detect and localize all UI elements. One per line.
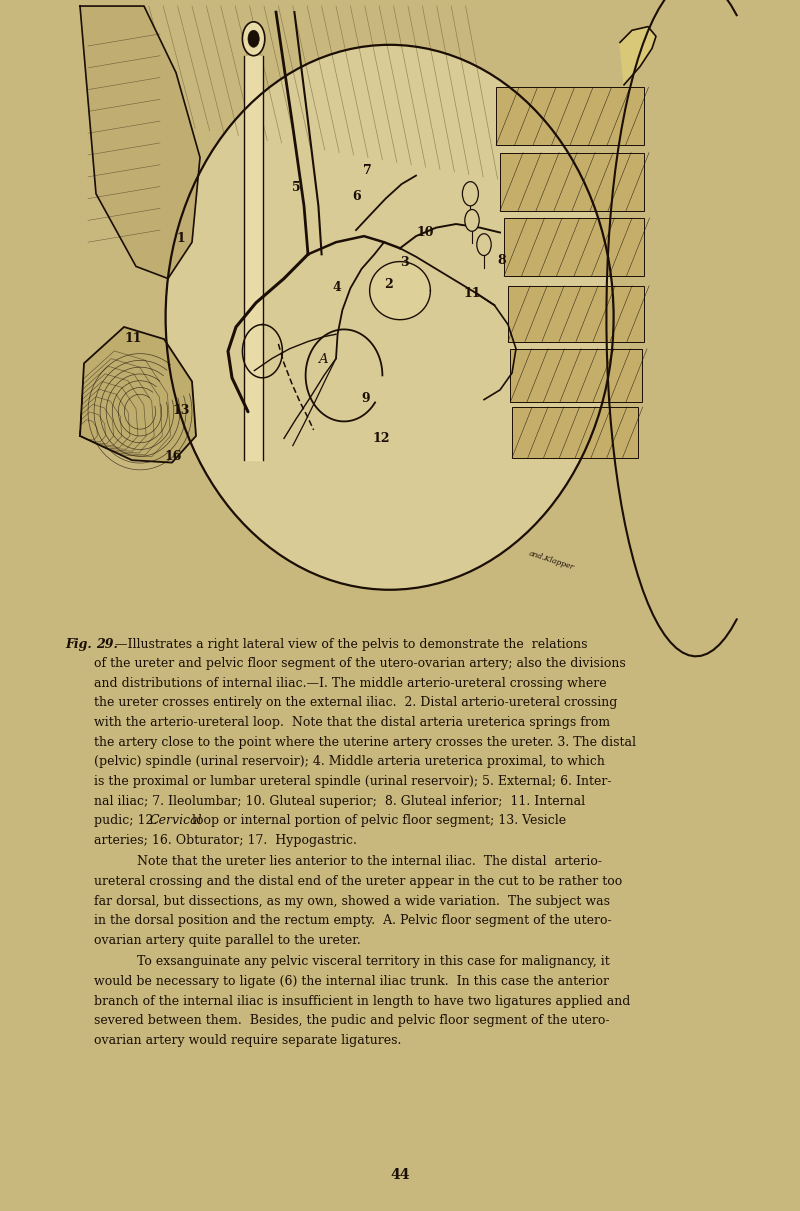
Circle shape	[465, 210, 479, 231]
Ellipse shape	[166, 45, 614, 590]
Text: nal iliac; 7. Ileolumbar; 10. Gluteal superior;  8. Gluteal inferior;  11. Inter: nal iliac; 7. Ileolumbar; 10. Gluteal su…	[94, 794, 586, 808]
Polygon shape	[80, 327, 196, 463]
Text: 10: 10	[416, 226, 434, 239]
Text: 29.: 29.	[96, 637, 118, 650]
Text: far dorsal, but dissections, as my own, showed a wide variation.  The subject wa: far dorsal, but dissections, as my own, …	[94, 895, 610, 907]
Text: (pelvic) spindle (urinal reservoir); 4. Middle arteria ureterica proximal, to wh: (pelvic) spindle (urinal reservoir); 4. …	[94, 756, 606, 768]
Text: pudic; 12.: pudic; 12.	[94, 814, 166, 827]
Text: the artery close to the point where the uterine artery crosses the ureter. 3. Th: the artery close to the point where the …	[94, 736, 637, 748]
Bar	[510, 349, 642, 402]
Bar	[512, 407, 638, 458]
Text: ovarian artery would require separate ligatures.: ovarian artery would require separate li…	[94, 1034, 402, 1046]
Text: 44: 44	[390, 1167, 410, 1182]
Bar	[508, 286, 644, 342]
Text: 7: 7	[363, 165, 372, 177]
Polygon shape	[370, 262, 430, 320]
Text: 1: 1	[176, 233, 185, 245]
Text: —Illustrates a right lateral view of the pelvis to demonstrate the  relations: —Illustrates a right lateral view of the…	[115, 637, 588, 650]
Text: 9: 9	[362, 392, 370, 404]
Text: severed between them.  Besides, the pudic and pelvic floor segment of the utero-: severed between them. Besides, the pudic…	[94, 1015, 610, 1027]
Bar	[496, 87, 644, 145]
Text: would be necessary to ligate (6) the internal iliac trunk.  In this case the ant: would be necessary to ligate (6) the int…	[94, 975, 610, 988]
Circle shape	[477, 234, 491, 256]
Bar	[504, 218, 644, 276]
Text: 11: 11	[124, 332, 142, 344]
Polygon shape	[620, 27, 656, 85]
Text: 13: 13	[172, 404, 190, 417]
Text: 6: 6	[352, 190, 361, 202]
Circle shape	[248, 30, 259, 47]
Text: and distributions of internal iliac.—I. The middle arterio-ureteral crossing whe: and distributions of internal iliac.—I. …	[94, 677, 607, 690]
Text: branch of the internal iliac is insufficient in length to have two ligatures app: branch of the internal iliac is insuffic…	[94, 994, 630, 1008]
Text: 3: 3	[400, 257, 409, 269]
Text: A: A	[318, 354, 328, 366]
Text: 12: 12	[372, 432, 390, 444]
Circle shape	[462, 182, 478, 206]
Text: is the proximal or lumbar ureteral spindle (urinal reservoir); 5. External; 6. I: is the proximal or lumbar ureteral spind…	[94, 775, 612, 788]
Polygon shape	[80, 6, 200, 279]
Text: 2: 2	[384, 279, 393, 291]
Text: To exsanguinate any pelvic visceral territory in this case for malignancy, it: To exsanguinate any pelvic visceral terr…	[137, 955, 610, 969]
Text: in the dorsal position and the rectum empty.  A. Pelvic floor segment of the ute: in the dorsal position and the rectum em…	[94, 914, 612, 928]
Text: with the arterio-ureteral loop.  Note that the distal arteria ureterica springs : with the arterio-ureteral loop. Note tha…	[94, 716, 610, 729]
Text: 16: 16	[164, 450, 182, 463]
Text: loop or internal portion of pelvic floor segment; 13. Vesicle: loop or internal portion of pelvic floor…	[184, 814, 566, 827]
Text: 4: 4	[332, 281, 341, 293]
Text: Fig.: Fig.	[66, 637, 97, 650]
Text: Cervical: Cervical	[149, 814, 202, 827]
Circle shape	[242, 22, 265, 56]
Text: arteries; 16. Obturator; 17.  Hypogastric.: arteries; 16. Obturator; 17. Hypogastric…	[94, 833, 358, 846]
Text: and.Klapper: and.Klapper	[528, 549, 575, 572]
Text: 8: 8	[498, 254, 506, 266]
Bar	[500, 153, 644, 211]
Text: 5: 5	[292, 182, 301, 194]
Text: the ureter crosses entirely on the external iliac.  2. Distal arterio-ureteral c: the ureter crosses entirely on the exter…	[94, 696, 618, 710]
Text: Note that the ureter lies anterior to the internal iliac.  The distal  arterio-: Note that the ureter lies anterior to th…	[137, 855, 602, 868]
Text: ovarian artery quite parallel to the ureter.: ovarian artery quite parallel to the ure…	[94, 934, 361, 947]
Text: 11: 11	[464, 287, 482, 299]
Text: ureteral crossing and the distal end of the ureter appear in the cut to be rathe: ureteral crossing and the distal end of …	[94, 876, 622, 888]
Text: of the ureter and pelvic floor segment of the utero-ovarian artery; also the div: of the ureter and pelvic floor segment o…	[94, 658, 626, 670]
